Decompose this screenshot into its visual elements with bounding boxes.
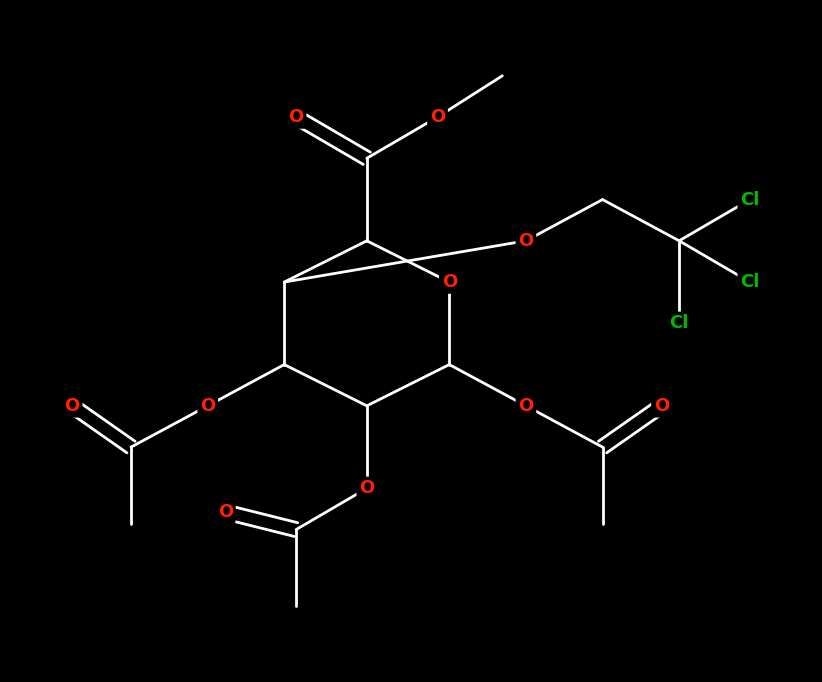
Text: O: O bbox=[653, 397, 669, 415]
Text: O: O bbox=[519, 232, 533, 250]
Text: O: O bbox=[430, 108, 446, 126]
Text: Cl: Cl bbox=[740, 190, 760, 209]
Text: O: O bbox=[289, 108, 303, 126]
Text: O: O bbox=[200, 397, 215, 415]
Text: O: O bbox=[64, 397, 80, 415]
Text: O: O bbox=[519, 397, 533, 415]
Text: O: O bbox=[359, 479, 375, 497]
Text: Cl: Cl bbox=[740, 273, 760, 291]
Text: O: O bbox=[218, 503, 233, 521]
Text: O: O bbox=[441, 273, 457, 291]
Text: Cl: Cl bbox=[669, 314, 689, 332]
